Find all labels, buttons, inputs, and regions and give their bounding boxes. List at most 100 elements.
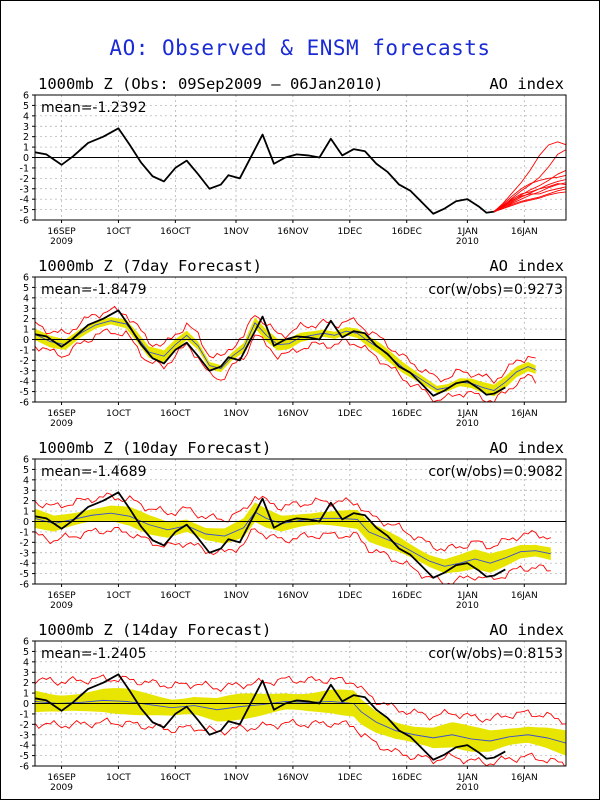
x-tick-label: 16DEC <box>392 591 422 601</box>
y-tick-label: -6 <box>20 580 29 591</box>
x-tick-label: 16OCT <box>160 227 191 237</box>
envelope-lower-line <box>35 526 551 584</box>
correlation-label: cor(w/obs)=0.8153 <box>428 646 563 662</box>
x-tick-label: 1OCT <box>106 591 131 601</box>
ensemble-member-line <box>493 174 566 213</box>
x-tick-label: 2010 <box>456 783 479 793</box>
y-tick-label: -5 <box>20 205 29 216</box>
x-tick-label: 1NOV <box>223 591 249 601</box>
ensemble-member-line <box>493 141 566 212</box>
observed-line <box>35 309 506 397</box>
ensemble-member-line <box>493 183 566 213</box>
ensemble-member-line <box>493 191 566 213</box>
index-label-10day: AO index <box>489 439 564 457</box>
y-tick-label: -4 <box>20 741 29 752</box>
y-tick-label: 0 <box>23 517 29 528</box>
x-tick-label: 2009 <box>50 237 73 247</box>
y-tick-label: -1 <box>20 709 29 720</box>
spread-band <box>35 502 551 574</box>
x-tick-label: 2010 <box>456 237 479 247</box>
x-tick-label: 2010 <box>456 601 479 611</box>
x-tick-label: 2009 <box>50 783 73 793</box>
y-tick-label: 6 <box>23 273 29 284</box>
x-tick-label: 2010 <box>456 419 479 429</box>
x-tick-label: 1OCT <box>106 227 131 237</box>
x-tick-label: 16JAN <box>511 409 538 419</box>
y-tick-label: -4 <box>20 559 29 570</box>
y-tick-label: 1 <box>23 689 29 700</box>
y-tick-label: -2 <box>20 538 29 549</box>
mean-label: mean=-1.4689 <box>41 464 146 480</box>
y-tick-label: -5 <box>20 751 29 762</box>
panel-title-observed: 1000mb Z (Obs: 09Sep2009 – 06Jan2010) <box>38 75 384 93</box>
x-tick-label: 1DEC <box>337 409 362 419</box>
x-tick-label: 16DEC <box>392 227 422 237</box>
correlation-label: cor(w/obs)=0.9082 <box>428 464 563 480</box>
y-tick-label: 2 <box>23 496 29 507</box>
x-tick-label: 2009 <box>50 419 73 429</box>
y-tick-label: -2 <box>20 356 29 367</box>
ensemble-member-line <box>493 169 566 213</box>
plot-area <box>35 673 566 766</box>
ensemble-mean-line <box>35 699 566 744</box>
x-tick-label: 16SEP <box>47 227 76 237</box>
x-tick-label: 1DEC <box>337 773 362 783</box>
y-tick-label: 2 <box>23 132 29 143</box>
y-tick-label: 1 <box>23 325 29 336</box>
x-tick-label: 1NOV <box>223 227 249 237</box>
envelope-lower-line <box>35 717 566 766</box>
panel-title-14day: 1000mb Z (14day Forecast) <box>38 621 272 639</box>
observed-line <box>35 673 506 761</box>
y-tick-label: -3 <box>20 184 29 195</box>
x-tick-label: 16JAN <box>511 227 538 237</box>
y-tick-label: -6 <box>20 216 29 227</box>
x-tick-label: 1OCT <box>106 773 131 783</box>
y-tick-label: 6 <box>23 455 29 466</box>
mean-label: mean=-1.2392 <box>41 100 146 116</box>
y-tick-label: 1 <box>23 143 29 154</box>
x-tick-label: 1JAN <box>457 409 478 419</box>
envelope-upper-line <box>35 492 551 552</box>
y-tick-label: 5 <box>23 465 29 476</box>
y-tick-label: -6 <box>20 762 29 773</box>
spread-band <box>35 688 566 756</box>
y-tick-label: 3 <box>23 668 29 679</box>
y-tick-label: -3 <box>20 366 29 377</box>
y-tick-label: 5 <box>23 283 29 294</box>
x-tick-label: 2009 <box>50 601 73 611</box>
plot-area <box>35 127 566 215</box>
y-tick-label: -2 <box>20 174 29 185</box>
x-tick-label: 16NOV <box>277 409 309 419</box>
y-tick-label: 1 <box>23 507 29 518</box>
x-tick-label: 1DEC <box>337 227 362 237</box>
x-tick-label: 16SEP <box>47 591 76 601</box>
y-tick-label: 5 <box>23 101 29 112</box>
y-tick-label: 4 <box>23 111 29 122</box>
y-tick-label: 6 <box>23 637 29 648</box>
mean-label: mean=-1.8479 <box>41 282 146 298</box>
y-tick-label: -3 <box>20 548 29 559</box>
y-tick-label: 2 <box>23 314 29 325</box>
ensemble-member-line <box>493 149 566 213</box>
x-tick-label: 16OCT <box>160 409 191 419</box>
y-tick-label: -5 <box>20 569 29 580</box>
y-tick-label: 5 <box>23 647 29 658</box>
y-tick-label: 3 <box>23 486 29 497</box>
spread-band <box>35 317 536 397</box>
y-tick-label: 4 <box>23 293 29 304</box>
x-tick-label: 1NOV <box>223 773 249 783</box>
y-tick-label: -1 <box>20 163 29 174</box>
y-tick-label: -4 <box>20 195 29 206</box>
x-tick-label: 1JAN <box>457 773 478 783</box>
y-tick-label: -3 <box>20 730 29 741</box>
mean-label: mean=-1.2405 <box>41 646 146 662</box>
x-tick-label: 1DEC <box>337 591 362 601</box>
observed-line <box>35 491 506 579</box>
ensemble-member-line <box>493 186 566 213</box>
y-tick-label: 0 <box>23 699 29 710</box>
